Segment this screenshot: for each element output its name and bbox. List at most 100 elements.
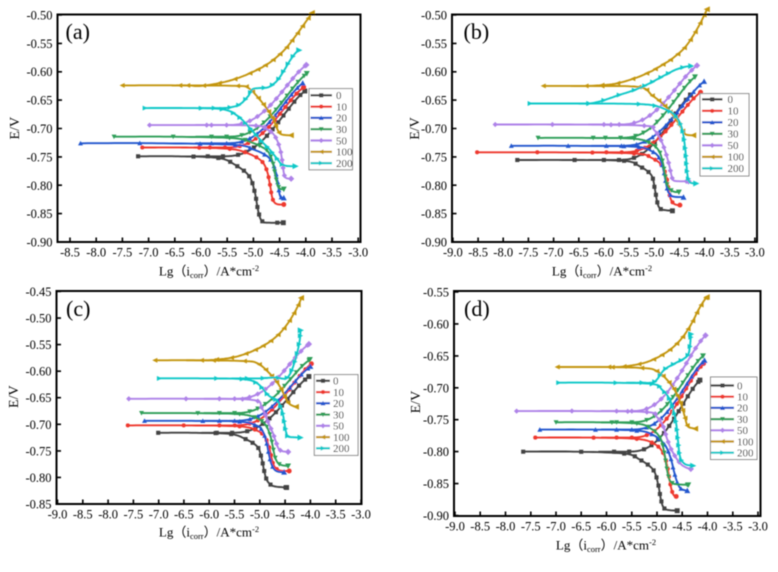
svg-text:-0.85: -0.85 (26, 207, 52, 221)
svg-text:(b): (b) (464, 19, 490, 44)
svg-text:10: 10 (333, 387, 345, 399)
svg-text:-5.0: -5.0 (644, 246, 664, 260)
svg-text:E/V: E/V (7, 385, 22, 408)
svg-text:-0.50: -0.50 (421, 9, 447, 23)
svg-text:0: 0 (336, 90, 342, 102)
svg-text:-0.85: -0.85 (423, 477, 449, 491)
svg-text:Lg（icorr）/A*cm-2: Lg（icorr）/A*cm-2 (159, 524, 259, 541)
svg-text:10: 10 (728, 106, 740, 118)
svg-text:-0.70: -0.70 (423, 381, 449, 395)
svg-text:-0.75: -0.75 (421, 150, 447, 164)
svg-text:-8.0: -8.0 (496, 520, 516, 534)
svg-text:200: 200 (728, 163, 745, 175)
svg-text:200: 200 (336, 158, 353, 170)
svg-text:20: 20 (336, 113, 348, 125)
svg-text:-0.60: -0.60 (26, 65, 52, 79)
svg-text:-0.45: -0.45 (25, 285, 51, 299)
svg-text:200: 200 (333, 443, 350, 455)
svg-text:30: 30 (336, 124, 348, 136)
svg-text:100: 100 (728, 152, 745, 164)
svg-text:E/V: E/V (408, 117, 423, 140)
svg-text:-5.0: -5.0 (647, 520, 667, 534)
svg-text:-5.0: -5.0 (244, 246, 264, 260)
svg-text:-8.5: -8.5 (470, 520, 490, 534)
svg-text:-7.5: -7.5 (519, 246, 539, 260)
svg-text:-0.90: -0.90 (26, 236, 52, 250)
svg-text:-0.55: -0.55 (423, 286, 449, 300)
svg-text:-6.5: -6.5 (569, 246, 589, 260)
svg-text:-5.0: -5.0 (250, 508, 270, 522)
svg-text:-0.65: -0.65 (26, 94, 52, 108)
svg-text:-9.0: -9.0 (48, 508, 68, 522)
svg-text:0: 0 (737, 380, 743, 392)
svg-text:-0.70: -0.70 (26, 122, 52, 136)
svg-text:-9.0: -9.0 (443, 246, 463, 260)
svg-text:-3.0: -3.0 (748, 520, 768, 534)
svg-text:30: 30 (737, 414, 749, 426)
svg-text:-3.0: -3.0 (351, 508, 371, 522)
svg-text:-5.5: -5.5 (619, 246, 639, 260)
svg-text:-0.90: -0.90 (421, 236, 447, 250)
svg-text:-4.5: -4.5 (672, 520, 692, 534)
svg-text:Lg（icorr）/A*cm-2: Lg（icorr）/A*cm-2 (556, 537, 656, 554)
svg-text:-8.5: -8.5 (468, 246, 488, 260)
svg-text:-8.5: -8.5 (73, 508, 93, 522)
svg-text:30: 30 (333, 409, 345, 421)
svg-text:E/V: E/V (409, 391, 424, 414)
svg-text:-7.0: -7.0 (544, 246, 564, 260)
svg-text:-6.5: -6.5 (174, 508, 194, 522)
svg-text:50: 50 (737, 425, 749, 437)
svg-text:-5.5: -5.5 (225, 508, 245, 522)
svg-text:-5.5: -5.5 (217, 246, 237, 260)
svg-text:-6.0: -6.0 (597, 520, 617, 534)
svg-text:0: 0 (333, 376, 339, 388)
svg-text:-6.0: -6.0 (199, 508, 219, 522)
svg-text:-0.75: -0.75 (423, 413, 449, 427)
svg-text:-0.75: -0.75 (25, 444, 51, 458)
svg-text:-0.65: -0.65 (421, 94, 447, 108)
svg-text:-8.0: -8.0 (86, 246, 106, 260)
svg-text:-4.0: -4.0 (301, 508, 321, 522)
svg-text:-0.65: -0.65 (25, 391, 51, 405)
svg-text:(c): (c) (66, 296, 90, 321)
svg-text:100: 100 (333, 432, 350, 444)
svg-text:20: 20 (737, 403, 749, 415)
svg-text:-3.5: -3.5 (720, 246, 740, 260)
svg-text:-0.60: -0.60 (25, 365, 51, 379)
svg-text:-3.0: -3.0 (348, 246, 368, 260)
svg-text:-4.5: -4.5 (275, 508, 295, 522)
svg-text:-4.0: -4.0 (296, 246, 316, 260)
svg-text:50: 50 (333, 421, 345, 433)
svg-text:-7.0: -7.0 (546, 520, 566, 534)
svg-text:Lg（icorr）/A*cm-2: Lg（icorr）/A*cm-2 (159, 263, 259, 280)
svg-text:-7.0: -7.0 (149, 508, 169, 522)
svg-text:0: 0 (728, 94, 734, 106)
svg-text:100: 100 (336, 147, 353, 159)
svg-text:-0.80: -0.80 (421, 179, 447, 193)
svg-text:-4.0: -4.0 (698, 520, 718, 534)
svg-text:-0.55: -0.55 (26, 37, 52, 51)
svg-text:50: 50 (728, 140, 740, 152)
svg-text:-0.75: -0.75 (26, 150, 52, 164)
svg-text:-3.5: -3.5 (326, 508, 346, 522)
svg-text:-9.0: -9.0 (445, 520, 465, 534)
svg-text:-0.80: -0.80 (423, 445, 449, 459)
svg-text:-6.5: -6.5 (571, 520, 591, 534)
svg-text:20: 20 (728, 117, 740, 129)
svg-text:200: 200 (737, 448, 754, 460)
svg-text:-0.60: -0.60 (421, 65, 447, 79)
svg-text:(d): (d) (464, 296, 490, 321)
svg-text:Lg（icorr）/A*cm-2: Lg（icorr）/A*cm-2 (552, 263, 652, 280)
svg-text:-7.5: -7.5 (521, 520, 541, 534)
svg-text:-4.5: -4.5 (270, 246, 290, 260)
svg-text:-0.90: -0.90 (423, 509, 449, 523)
svg-text:10: 10 (336, 101, 348, 113)
svg-text:-0.65: -0.65 (423, 349, 449, 363)
svg-text:-4.5: -4.5 (670, 246, 690, 260)
svg-text:-7.0: -7.0 (139, 246, 159, 260)
svg-text:E/V: E/V (8, 117, 23, 140)
svg-text:-0.55: -0.55 (421, 37, 447, 51)
svg-text:100: 100 (737, 436, 754, 448)
svg-text:-0.50: -0.50 (26, 9, 52, 23)
svg-text:-7.5: -7.5 (113, 246, 133, 260)
